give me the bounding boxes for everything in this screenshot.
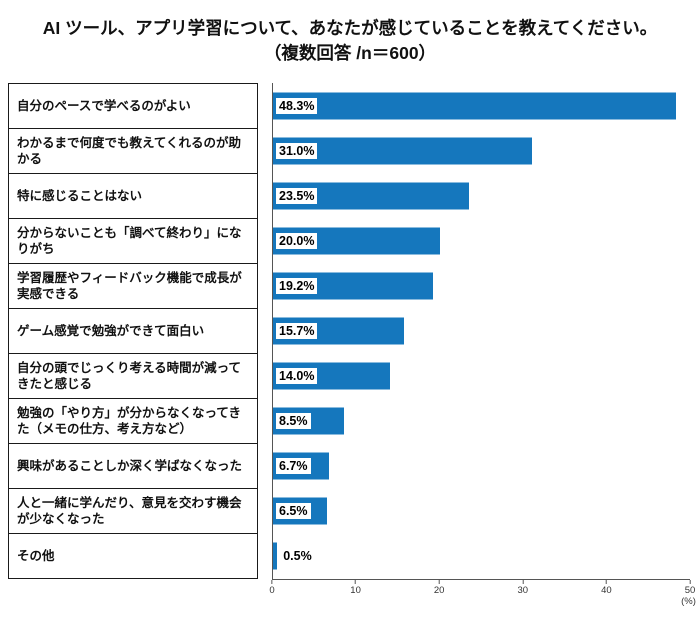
tick-label: 30 [517,584,529,596]
bar-track: 14.0% [272,352,690,399]
value-label: 19.2% [276,277,318,294]
value-label: 20.0% [276,232,318,249]
tick-mark [355,579,357,584]
chart-row: 学習履歴やフィードバック機能で成長が実感できる 19.2% [8,262,690,309]
tick-mark [689,579,691,584]
tick-label: 10 [350,584,361,596]
category-label: 勉強の「やり方」が分からなくなってきた（メモの仕方、考え方など） [8,397,258,444]
chart-title-line1: AI ツール、アプリ学習について、あなたが感じていることを教えてください。 [42,18,658,38]
chart-row: 自分のペースで学べるのがよい 48.3% [8,82,690,129]
chart-row: 分からないことも「調べて終わり」になりがち 20.0% [8,217,690,264]
x-axis-tick: 40 [601,579,612,596]
category-label: ゲーム感覚で勉強ができて面白い [8,307,258,354]
category-label: 学習履歴やフィードバック機能で成長が実感できる [8,262,258,309]
tick-mark [605,579,607,584]
chart-row: その他 0.5% [8,532,690,579]
bar-track: 19.2% [272,262,690,309]
value-label: 6.7% [276,457,311,474]
bar-track: 23.5% [272,172,690,219]
bar-track: 8.5% [272,397,690,444]
bar-track: 0.5% [272,532,690,579]
value-label: 31.0% [276,142,318,159]
category-label: 自分の頭でじっくり考える時間が減ってきたと感じる [8,352,258,399]
bar-track: 15.7% [272,307,690,354]
chart-row: 興味があることしか深く学ばなくなった 6.7% [8,442,690,489]
chart-row: 特に感じることはない 23.5% [8,172,690,219]
bar-track: 20.0% [272,217,690,264]
category-label: 自分のペースで学べるのがよい [8,82,258,129]
category-label: 人と一緒に学んだり、意見を交わす機会が少なくなった [8,487,258,534]
value-label: 14.0% [276,367,318,384]
tick-label: 40 [601,584,612,596]
chart-row: ゲーム感覚で勉強ができて面白い 15.7% [8,307,690,354]
bar-track: 6.5% [272,487,690,534]
bar-chart: 自分のペースで学べるのがよい 48.3% わかるまで何度でも教えてくれるのが助かる 3… [0,82,700,579]
tick-label: 20 [433,584,445,596]
category-label: わかるまで何度でも教えてくれるのが助かる [8,127,258,174]
x-axis-tick: 20 [433,579,445,596]
value-label: 23.5% [276,187,318,204]
value-label: 8.5% [276,412,311,429]
bar-track: 48.3% [272,82,690,129]
chart-row: 人と一緒に学んだり、意見を交わす機会が少なくなった 6.5% [8,487,690,534]
x-axis-tick: 50 [684,579,696,596]
bar-track: 6.7% [272,442,690,489]
x-axis-tick: 0 [269,579,275,596]
chart-title: AI ツール、アプリ学習について、あなたが感じていることを教えてください。 （複… [0,0,700,67]
tick-mark [522,579,524,584]
axis-spacer [8,579,272,610]
chart-title-line2: （複数回答 /n＝600） [263,43,437,64]
tick-label: 0 [269,584,275,596]
tick-mark [271,579,273,584]
chart-row: 自分の頭でじっくり考える時間が減ってきたと感じる 14.0% [8,352,690,399]
value-label: 48.3% [276,97,318,114]
category-label: 特に感じることはない [8,172,258,219]
x-axis-tick: 30 [517,579,529,596]
category-label: 興味があることしか深く学ばなくなった [8,442,258,489]
value-label: 6.5% [276,502,311,519]
x-axis-tick: 10 [350,579,361,596]
x-axis-unit: (%) [681,595,696,607]
bar [273,92,676,120]
value-label: 0.5% [280,547,315,564]
chart-row: 勉強の「やり方」が分からなくなってきた（メモの仕方、考え方など） 8.5% [8,397,690,444]
bar-track: 31.0% [272,127,690,174]
tick-mark [438,579,440,584]
category-label: 分からないことも「調べて終わり」になりがち [8,217,258,264]
bar [273,542,278,570]
category-label: その他 [8,532,258,579]
chart-row: わかるまで何度でも教えてくれるのが助かる 31.0% [8,127,690,174]
tick-label: 50 [684,584,696,596]
x-axis-row: (%) 0 10 20 30 40 50 [0,578,700,610]
value-label: 15.7% [276,322,318,339]
x-axis: (%) 0 10 20 30 40 50 [269,578,696,610]
